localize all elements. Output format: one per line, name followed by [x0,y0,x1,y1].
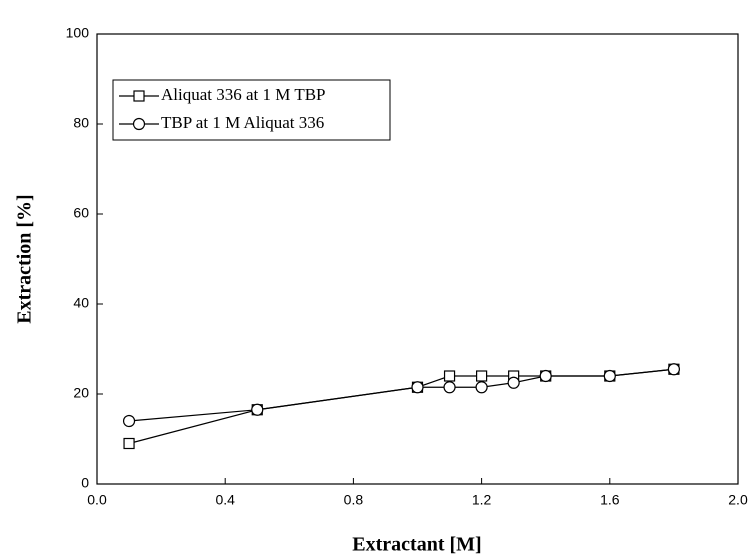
y-tick-label: 20 [73,385,89,401]
x-axis-title: Extractant [M] [352,534,481,556]
x-tick-label: 1.2 [472,492,492,508]
y-tick-label: 100 [66,25,90,41]
legend-label: Aliquat 336 at 1 M TBP [161,85,326,104]
marker [667,363,681,376]
series-line [128,368,674,422]
marker [132,117,146,131]
marker [411,381,424,394]
y-tick-label: 60 [73,205,89,221]
y-tick-label: 40 [73,295,89,311]
marker [443,370,456,382]
y-tick-label: 0 [81,475,89,491]
x-tick-label: 1.6 [600,492,620,508]
series-line [128,368,674,445]
marker [539,369,552,383]
y-axis-title: Extraction [%] [14,194,36,323]
x-tick-label: 0.8 [344,492,364,508]
marker [251,403,264,416]
marker [476,370,488,382]
plot-frame [96,33,739,485]
marker [123,437,135,450]
x-tick-label: 0.0 [87,492,107,508]
legend-label: TBP at 1 M Aliquat 336 [161,113,324,132]
marker [603,369,616,383]
marker [133,90,145,102]
marker [122,414,136,428]
marker [507,376,520,389]
x-tick-label: 2.0 [728,492,748,508]
marker [475,381,488,394]
marker [443,381,456,394]
y-tick-label: 80 [73,115,89,131]
legend-box [112,79,391,141]
x-tick-label: 0.4 [215,492,235,508]
